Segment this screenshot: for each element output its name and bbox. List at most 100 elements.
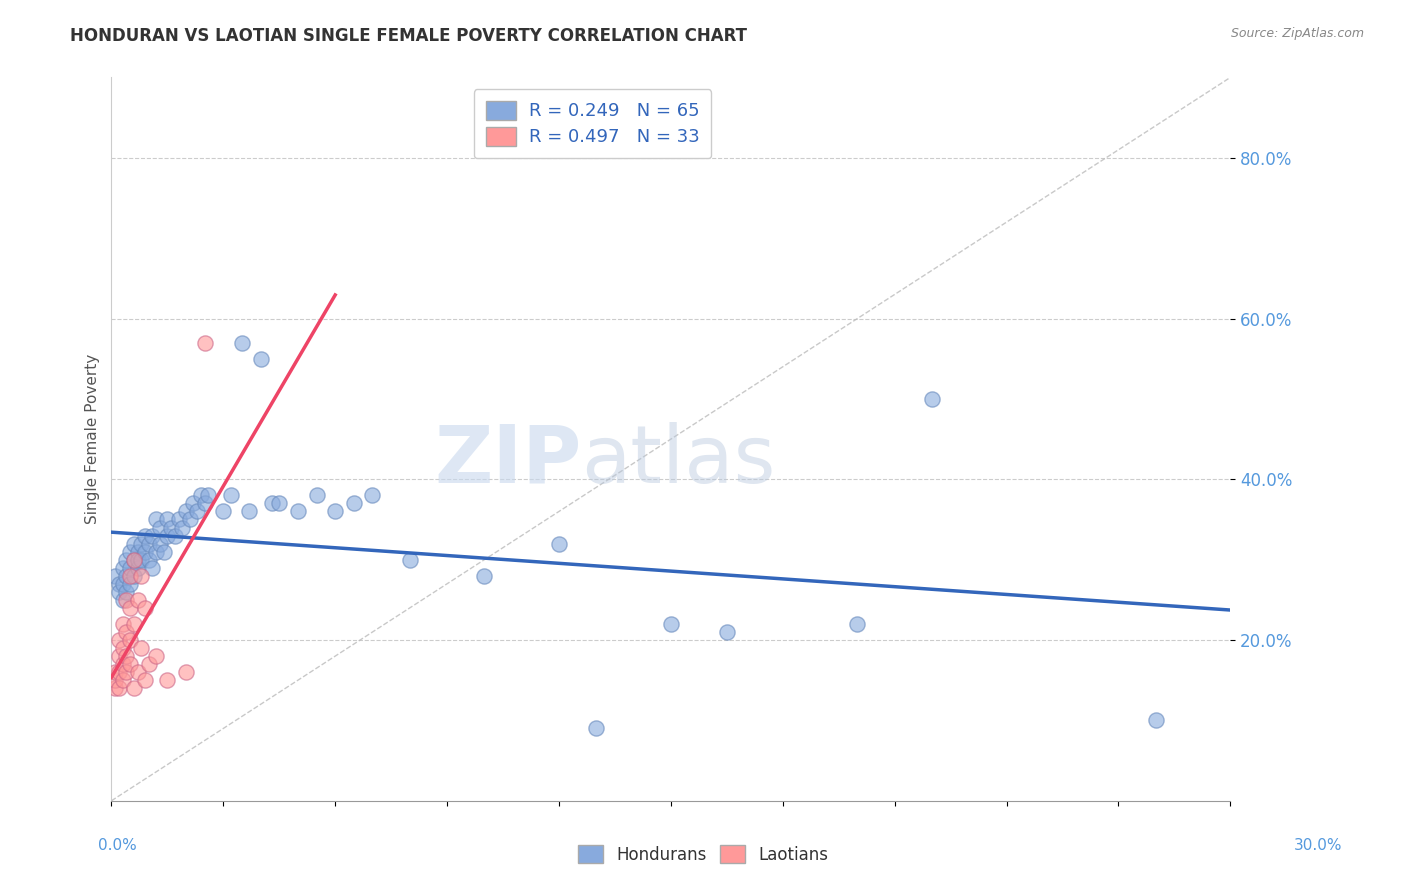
Point bbox=[129, 552, 152, 566]
Point bbox=[104, 681, 127, 696]
Point bbox=[160, 520, 183, 534]
Point bbox=[197, 488, 219, 502]
Point bbox=[194, 496, 217, 510]
Point bbox=[115, 552, 138, 566]
Point bbox=[138, 536, 160, 550]
Point bbox=[104, 568, 127, 582]
Point bbox=[115, 568, 138, 582]
Point bbox=[141, 528, 163, 542]
Point bbox=[111, 576, 134, 591]
Point bbox=[129, 536, 152, 550]
Point bbox=[1144, 714, 1167, 728]
Point bbox=[398, 552, 420, 566]
Text: Source: ZipAtlas.com: Source: ZipAtlas.com bbox=[1230, 27, 1364, 40]
Point bbox=[111, 617, 134, 632]
Point bbox=[145, 649, 167, 664]
Point bbox=[120, 568, 142, 582]
Point bbox=[122, 536, 145, 550]
Point bbox=[120, 600, 142, 615]
Point bbox=[120, 576, 142, 591]
Point bbox=[108, 576, 131, 591]
Text: 30.0%: 30.0% bbox=[1295, 838, 1343, 854]
Point bbox=[585, 722, 607, 736]
Point bbox=[129, 641, 152, 656]
Point bbox=[104, 673, 127, 688]
Point bbox=[152, 544, 174, 558]
Text: 0.0%: 0.0% bbox=[98, 838, 138, 854]
Point bbox=[343, 496, 366, 510]
Point bbox=[167, 512, 190, 526]
Point bbox=[120, 633, 142, 648]
Point bbox=[145, 512, 167, 526]
Point bbox=[127, 665, 149, 680]
Point bbox=[122, 552, 145, 566]
Text: HONDURAN VS LAOTIAN SINGLE FEMALE POVERTY CORRELATION CHART: HONDURAN VS LAOTIAN SINGLE FEMALE POVERT… bbox=[70, 27, 748, 45]
Point bbox=[194, 335, 217, 350]
Point bbox=[134, 673, 156, 688]
Point bbox=[231, 335, 253, 350]
Point bbox=[145, 544, 167, 558]
Point bbox=[111, 592, 134, 607]
Point bbox=[474, 568, 496, 582]
Point bbox=[122, 617, 145, 632]
Point bbox=[186, 504, 208, 518]
Point bbox=[138, 657, 160, 672]
Point bbox=[108, 649, 131, 664]
Point bbox=[190, 488, 212, 502]
Point bbox=[111, 560, 134, 574]
Point bbox=[846, 617, 869, 632]
Point bbox=[108, 633, 131, 648]
Point bbox=[921, 392, 943, 406]
Point bbox=[104, 665, 127, 680]
Point bbox=[172, 520, 194, 534]
Point bbox=[108, 584, 131, 599]
Point bbox=[249, 351, 271, 366]
Point bbox=[127, 544, 149, 558]
Point bbox=[115, 665, 138, 680]
Point bbox=[134, 544, 156, 558]
Legend: R = 0.249   N = 65, R = 0.497   N = 33: R = 0.249 N = 65, R = 0.497 N = 33 bbox=[474, 89, 711, 158]
Point bbox=[108, 665, 131, 680]
Point bbox=[122, 568, 145, 582]
Point bbox=[115, 584, 138, 599]
Point bbox=[111, 641, 134, 656]
Point bbox=[127, 552, 149, 566]
Point bbox=[111, 673, 134, 688]
Point bbox=[120, 560, 142, 574]
Point bbox=[149, 536, 172, 550]
Point bbox=[149, 520, 172, 534]
Text: atlas: atlas bbox=[581, 422, 776, 500]
Point bbox=[127, 592, 149, 607]
Point bbox=[174, 665, 197, 680]
Point bbox=[156, 673, 179, 688]
Point bbox=[138, 552, 160, 566]
Point bbox=[269, 496, 291, 510]
Point bbox=[659, 617, 682, 632]
Point bbox=[212, 504, 235, 518]
Point bbox=[260, 496, 283, 510]
Point bbox=[716, 625, 738, 640]
Point bbox=[174, 504, 197, 518]
Point bbox=[115, 649, 138, 664]
Point bbox=[179, 512, 201, 526]
Point bbox=[108, 681, 131, 696]
Point bbox=[129, 568, 152, 582]
Point bbox=[219, 488, 242, 502]
Point bbox=[305, 488, 328, 502]
Point bbox=[115, 625, 138, 640]
Point bbox=[287, 504, 309, 518]
Point bbox=[238, 504, 260, 518]
Point bbox=[323, 504, 346, 518]
Point bbox=[156, 528, 179, 542]
Point bbox=[122, 681, 145, 696]
Point bbox=[127, 560, 149, 574]
Point bbox=[134, 528, 156, 542]
Point bbox=[134, 600, 156, 615]
Y-axis label: Single Female Poverty: Single Female Poverty bbox=[86, 354, 100, 524]
Point bbox=[156, 512, 179, 526]
Point bbox=[120, 657, 142, 672]
Point bbox=[361, 488, 384, 502]
Text: ZIP: ZIP bbox=[434, 422, 581, 500]
Point bbox=[141, 560, 163, 574]
Point bbox=[111, 657, 134, 672]
